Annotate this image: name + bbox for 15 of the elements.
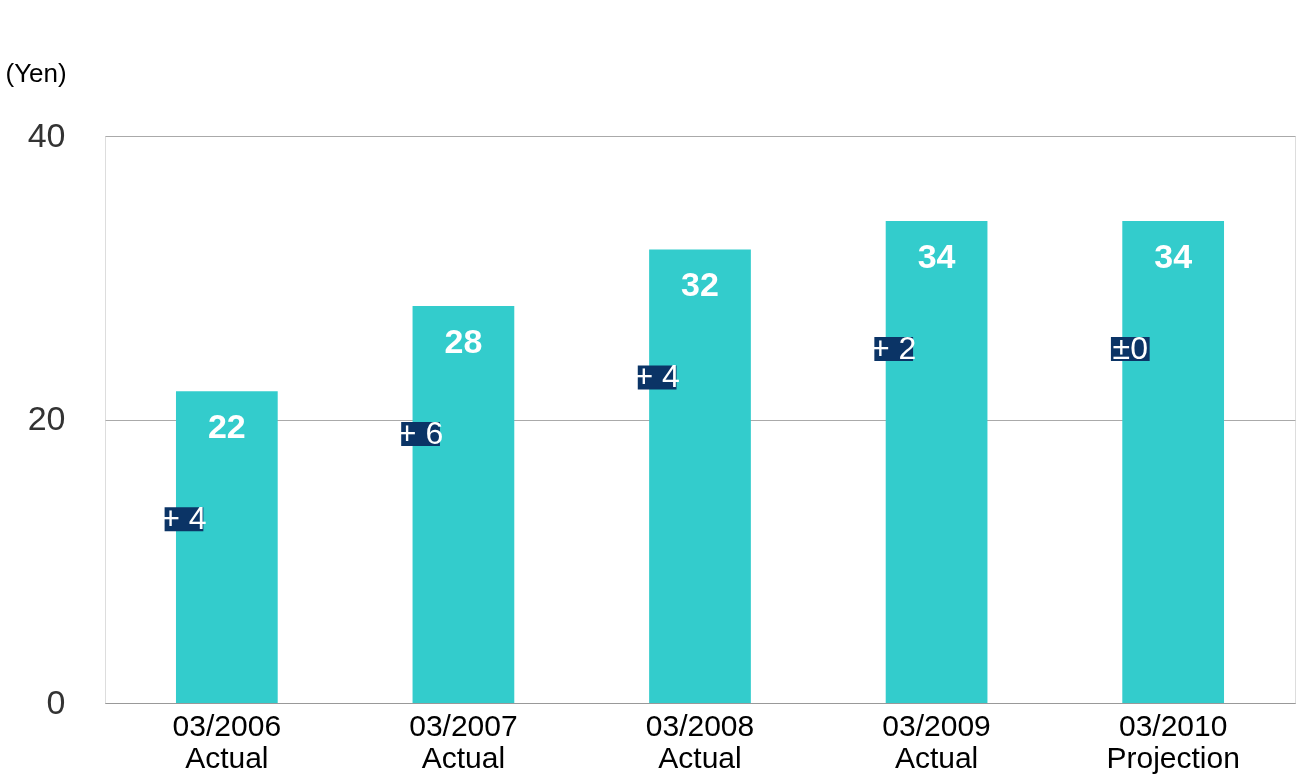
annotation: ±0 — [1112, 330, 1148, 367]
data-label: 34 — [1154, 237, 1193, 276]
y-axis-title: (Yen) — [5, 57, 67, 88]
data-label: 32 — [681, 265, 719, 304]
data-label: 34 — [917, 237, 956, 276]
y-tick-label: 20 — [27, 399, 66, 437]
y-tick-label: 40 — [27, 115, 66, 154]
x-tick-label: 03/2010 Projection — [1106, 708, 1240, 774]
data-label: 22 — [207, 407, 246, 446]
x-tick-label: 03/2006 Actual — [172, 708, 282, 774]
x-tick-label: 03/2009 Actual — [882, 708, 991, 774]
x-tick-label: 03/2008 Actual — [645, 708, 755, 774]
y-tick-label: 0 — [46, 682, 66, 721]
data-label: 28 — [444, 322, 483, 361]
x-tick-label: 03/2007 Actual — [409, 708, 518, 774]
